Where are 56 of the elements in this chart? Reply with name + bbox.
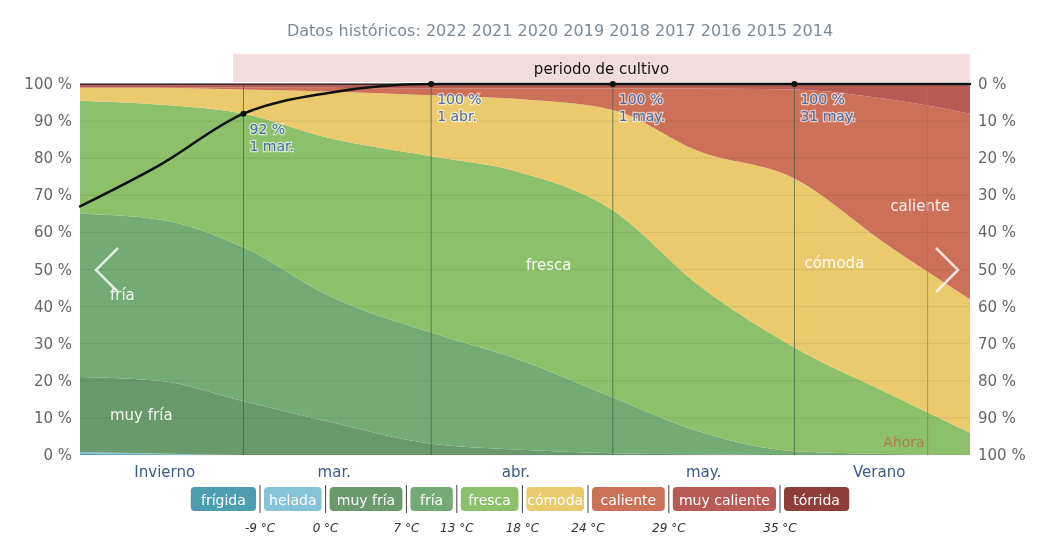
series-label: fresca xyxy=(525,255,572,274)
x-tick-label: Verano xyxy=(853,463,906,481)
text: 7 °C xyxy=(393,521,420,535)
text: 24 °C xyxy=(571,521,606,535)
text: -9 °C xyxy=(244,521,276,535)
annotation: 92 % 1 mar. xyxy=(249,120,294,154)
text: muy caliente xyxy=(678,492,770,508)
text: 0 °C xyxy=(312,521,340,535)
y2-tick-label: 70 % xyxy=(978,334,1017,353)
y-tick-label: 100 % xyxy=(24,75,72,93)
text: cómoda xyxy=(527,492,584,508)
y-tick-label: 80 % xyxy=(33,149,72,168)
text: caliente xyxy=(600,492,657,508)
x-tick-label: may. xyxy=(685,463,722,481)
series-label: fría xyxy=(110,286,135,305)
text: tórrida xyxy=(793,492,840,508)
text: fría xyxy=(420,492,444,508)
text: 29 °C xyxy=(652,521,687,535)
y2-tick-label: 80 % xyxy=(978,371,1017,390)
y-tick-label: 60 % xyxy=(33,223,72,242)
text: helada xyxy=(269,492,317,508)
ref-line-label: Ahora xyxy=(883,434,925,450)
annotation: 100 % 1 may. xyxy=(618,91,666,124)
series-label: cómoda xyxy=(804,254,865,273)
series-label: periodo de cultivo xyxy=(533,60,670,78)
y-tick-label: 70 % xyxy=(33,186,72,205)
y-tick-label: 30 % xyxy=(33,334,72,353)
text: muy fría xyxy=(336,492,396,508)
chart-title: Datos históricos: 2022 2021 2020 2019 2018 2017 2016 2015 2014 xyxy=(286,21,834,40)
y-tick-label: 10 % xyxy=(33,408,72,427)
text: 13 °C xyxy=(440,521,475,535)
y2-tick-label: 30 % xyxy=(978,186,1017,205)
y-tick-label: 40 % xyxy=(33,297,72,316)
y2-tick-label: 0 % xyxy=(978,75,1007,93)
text: 18 °C xyxy=(505,521,540,535)
series-label: muy fría xyxy=(110,405,173,424)
y2-tick-label: 90 % xyxy=(978,408,1017,427)
y2-tick-label: 10 % xyxy=(978,112,1017,131)
y2-tick-label: 60 % xyxy=(978,297,1017,316)
y-tick-label: 20 % xyxy=(33,371,72,390)
x-tick-label: mar. xyxy=(317,463,351,481)
y2-tick-label: 40 % xyxy=(978,223,1017,242)
y2-tick-label: 20 % xyxy=(978,149,1017,168)
y-tick-label: 90 % xyxy=(33,112,72,131)
x-tick-label: abr. xyxy=(501,463,531,481)
y2-tick-label: 100 % xyxy=(978,446,1026,464)
annotation: 100 % 31 may. xyxy=(800,91,856,124)
y2-tick-label: 50 % xyxy=(978,260,1017,279)
y-tick-label: 50 % xyxy=(33,260,72,279)
text: fresca xyxy=(468,492,511,508)
annotation: 100 % 1 abr. xyxy=(437,91,482,124)
y-tick-label: 0 % xyxy=(43,446,72,464)
series-label: caliente xyxy=(890,197,950,216)
text: 35 °C xyxy=(763,521,798,535)
x-tick-label: Invierno xyxy=(134,463,196,481)
text: frígida xyxy=(200,492,246,508)
